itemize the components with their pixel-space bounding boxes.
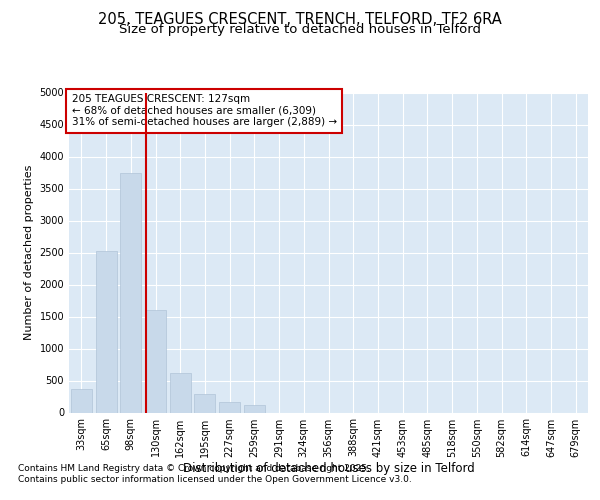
Bar <box>95 251 116 412</box>
Text: 205 TEAGUES CRESCENT: 127sqm
← 68% of detached houses are smaller (6,309)
31% of: 205 TEAGUES CRESCENT: 127sqm ← 68% of de… <box>71 94 337 128</box>
X-axis label: Distribution of detached houses by size in Telford: Distribution of detached houses by size … <box>182 462 475 475</box>
Bar <box>170 373 191 412</box>
Text: Contains HM Land Registry data © Crown copyright and database right 2025.: Contains HM Land Registry data © Crown c… <box>18 464 370 473</box>
Text: 205, TEAGUES CRESCENT, TRENCH, TELFORD, TF2 6RA: 205, TEAGUES CRESCENT, TRENCH, TELFORD, … <box>98 12 502 28</box>
Bar <box>244 406 265 412</box>
Bar <box>194 394 215 412</box>
Y-axis label: Number of detached properties: Number of detached properties <box>24 165 34 340</box>
Bar <box>120 172 141 412</box>
Bar <box>219 402 240 412</box>
Bar <box>71 389 92 412</box>
Text: Size of property relative to detached houses in Telford: Size of property relative to detached ho… <box>119 24 481 36</box>
Text: Contains public sector information licensed under the Open Government Licence v3: Contains public sector information licen… <box>18 475 412 484</box>
Bar <box>145 310 166 412</box>
